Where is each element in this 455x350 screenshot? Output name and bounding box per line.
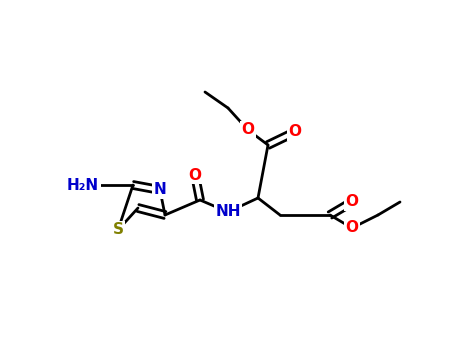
Text: H₂N: H₂N xyxy=(67,177,99,192)
Text: O: O xyxy=(242,122,254,138)
Text: O: O xyxy=(345,195,359,210)
Text: O: O xyxy=(345,220,359,236)
Text: O: O xyxy=(188,168,202,182)
Text: NH: NH xyxy=(215,204,241,219)
Text: O: O xyxy=(288,125,302,140)
Text: S: S xyxy=(112,223,123,238)
Text: N: N xyxy=(154,182,167,197)
